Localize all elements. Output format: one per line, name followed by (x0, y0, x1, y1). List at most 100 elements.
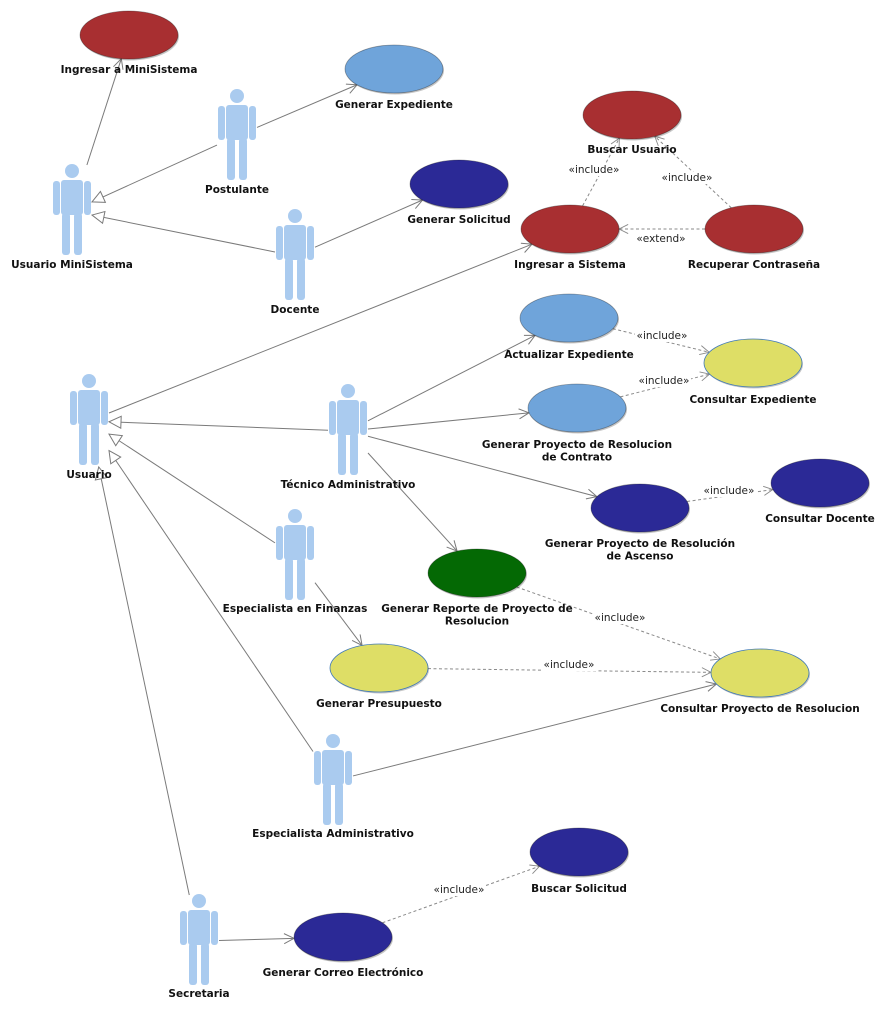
use-case-label: Buscar Usuario (587, 144, 676, 156)
association-especialista-finanzas-to-generar-presupuesto (314, 582, 362, 646)
relationship-lines (86, 59, 773, 941)
use-case-buscar-usuario[interactable] (582, 90, 682, 141)
use-case-ellipse[interactable] (770, 458, 870, 508)
dependency-label: «include» (595, 612, 646, 624)
actor-left-arm (276, 226, 283, 260)
use-case-consultar-proyecto[interactable] (710, 648, 810, 699)
actor-right-leg (350, 433, 358, 475)
use-case-label: Resolucion (445, 616, 509, 628)
use-case-consultar-expediente[interactable] (703, 338, 803, 389)
actor-left-arm (180, 911, 187, 945)
dependency-label-bg (635, 330, 689, 342)
use-case-generar-solicitud[interactable] (409, 159, 509, 210)
actor-left-leg (189, 943, 197, 985)
actor-left-leg (62, 213, 70, 255)
use-case-generar-proyecto-contrato[interactable] (527, 383, 627, 434)
use-case-consultar-docente[interactable] (770, 458, 870, 509)
use-case-generar-presupuesto[interactable] (329, 643, 429, 694)
use-case-ellipse[interactable] (329, 643, 429, 693)
generalization-especialista-finanzas-to-usuario (109, 434, 276, 544)
actor-right-leg (74, 213, 82, 255)
use-case-generar-correo[interactable] (293, 912, 393, 963)
actor-torso (188, 910, 210, 945)
use-case-label: Generar Proyecto de Resolucion (482, 439, 672, 451)
use-case-ellipse[interactable] (704, 204, 804, 254)
actor-torso (337, 400, 359, 435)
actor-torso (284, 225, 306, 260)
actor-right-arm (211, 911, 218, 945)
actor-label: Usuario (66, 469, 111, 481)
use-case-ellipse[interactable] (520, 204, 620, 254)
use-case-label: Generar Solicitud (407, 214, 510, 226)
actor-right-leg (239, 138, 247, 180)
actor-tecnico-administrativo[interactable] (329, 384, 367, 475)
use-case-ellipse[interactable] (344, 44, 444, 94)
association-tecnico-administrativo-to-generar-proyecto-ascenso (367, 435, 597, 496)
actor-especialista-administrativo[interactable] (314, 734, 352, 825)
use-case-label: Generar Presupuesto (316, 698, 442, 710)
actor-especialista-finanzas[interactable] (276, 509, 314, 600)
use-case-generar-expediente[interactable] (344, 44, 444, 95)
use-case-buscar-solicitud[interactable] (529, 827, 629, 878)
use-case-ellipse[interactable] (710, 648, 810, 698)
generalization-secretaria-to-usuario (99, 467, 190, 896)
actor-left-leg (285, 258, 293, 300)
use-case-ellipse[interactable] (519, 293, 619, 343)
use-case-ellipse[interactable] (703, 338, 803, 388)
dependency-label: «include» (704, 485, 755, 497)
use-case-generar-reporte[interactable] (427, 548, 527, 599)
actor-usuario-minisistema[interactable] (53, 164, 91, 255)
actor-left-leg (79, 423, 87, 465)
dependency-label-bg (634, 233, 688, 245)
use-case-label: Ingresar a Sistema (514, 259, 626, 271)
actor-head (326, 734, 340, 748)
generalization-docente-to-usuario-minisistema (92, 215, 276, 253)
use-case-label: Actualizar Expediente (504, 349, 634, 361)
actor-usuario[interactable] (70, 374, 108, 465)
actor-secretaria[interactable] (180, 894, 218, 985)
diagram-labels: «include» «include» «extend» «include» «incl… (11, 64, 875, 1000)
use-case-recuperar-contrasena[interactable] (704, 204, 804, 255)
use-case-ellipse[interactable] (293, 912, 393, 962)
association-usuario-minisistema-to-ingresar-minisistema (86, 59, 121, 166)
use-case-label: Generar Proyecto de Resolución (545, 538, 735, 550)
use-case-actualizar-expediente[interactable] (519, 293, 619, 344)
actor-torso (284, 525, 306, 560)
dependency-label: «include» (569, 164, 620, 176)
dependency-label: «include» (637, 330, 688, 342)
actor-right-leg (335, 783, 343, 825)
use-case-label: de Ascenso (607, 551, 674, 563)
use-case-ellipse[interactable] (427, 548, 527, 598)
use-case-ellipse[interactable] (590, 483, 690, 533)
dependency-generar-proyecto-ascenso-to-consultar-docente (687, 490, 773, 502)
use-case-ingresar-sistema[interactable] (520, 204, 620, 255)
use-case-ellipse[interactable] (529, 827, 629, 877)
dependency-label-bg (637, 375, 691, 387)
use-case-label: Recuperar Contraseña (688, 259, 820, 271)
use-case-ellipse[interactable] (582, 90, 682, 140)
generalization-especialista-administrativo-to-usuario (109, 451, 314, 752)
association-tecnico-administrativo-to-generar-proyecto-contrato (367, 413, 529, 430)
use-case-generar-proyecto-ascenso[interactable] (590, 483, 690, 534)
use-case-label: Consultar Proyecto de Resolucion (660, 703, 859, 715)
use-case-label: Buscar Solicitud (531, 883, 627, 895)
generalization-tecnico-administrativo-to-usuario (109, 422, 329, 431)
dependency-label-bg (702, 485, 756, 497)
actor-head (192, 894, 206, 908)
use-case-label: de Contrato (542, 452, 612, 464)
actor-left-leg (285, 558, 293, 600)
actor-right-leg (297, 258, 305, 300)
actor-right-arm (307, 226, 314, 260)
actor-postulante[interactable] (218, 89, 256, 180)
actor-left-arm (276, 526, 283, 560)
dependency-label: «include» (662, 172, 713, 184)
actor-docente[interactable] (276, 209, 314, 300)
actor-left-arm (314, 751, 321, 785)
use-case-ellipse[interactable] (409, 159, 509, 209)
actor-label: Docente (271, 304, 320, 316)
use-case-label: Generar Reporte de Proyecto de (381, 603, 572, 615)
use-case-ingresar-minisistema[interactable] (79, 10, 179, 61)
use-case-ellipse[interactable] (79, 10, 179, 60)
actor-label: Especialista en Finanzas (223, 603, 368, 615)
use-case-ellipse[interactable] (527, 383, 627, 433)
